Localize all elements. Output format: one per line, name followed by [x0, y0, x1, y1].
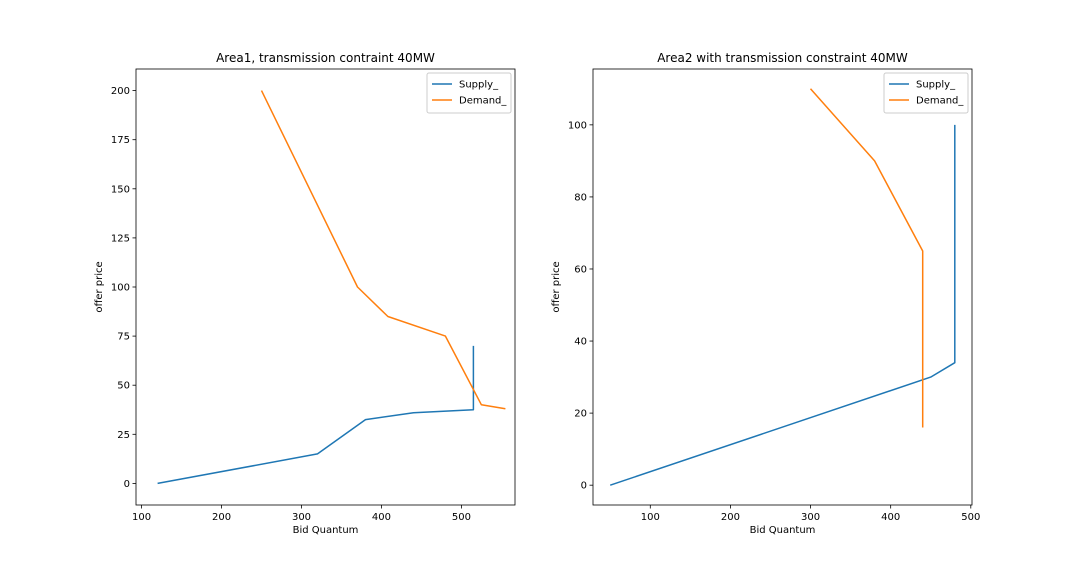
y-tick-label: 200 [111, 86, 130, 97]
x-tick-label: 400 [372, 512, 391, 523]
y-tick-label: 125 [111, 233, 130, 244]
series-line-supply [157, 345, 475, 485]
legend-box [426, 72, 512, 114]
x-tick-label: 300 [292, 512, 311, 523]
y-tick-label: 40 [574, 337, 587, 348]
x-tick-label: 500 [452, 512, 471, 523]
axes-frame [592, 68, 973, 506]
y-tick-label: 150 [111, 184, 130, 195]
legend-label: Demand_ [459, 96, 507, 107]
chart-title: Area2 with transmission constraint 40MW [657, 51, 908, 65]
x-axis-label: Bid Quantum [750, 525, 816, 536]
y-tick-label: 100 [568, 120, 587, 131]
y-tick-label: 0 [581, 481, 587, 492]
y-axis-label: offer price [94, 261, 105, 312]
x-tick-label: 500 [961, 512, 980, 523]
y-tick-label: 80 [574, 192, 587, 203]
legend-label: Demand_ [916, 96, 964, 107]
x-tick-label: 300 [801, 512, 820, 523]
x-axis-label: Bid Quantum [293, 525, 359, 536]
y-tick-label: 175 [111, 135, 130, 146]
legend: Supply_ Demand_ [426, 72, 512, 114]
x-tick-label: 100 [132, 512, 151, 523]
y-tick-label: 20 [574, 409, 587, 420]
x-tick-label: 400 [881, 512, 900, 523]
x-tick-label: 100 [641, 512, 660, 523]
chart-1: Area1, transmission contraint 40MW 100 200… [94, 51, 516, 536]
y-tick-label: 100 [111, 283, 130, 294]
y-tick-label: 0 [124, 479, 130, 490]
x-tick-label: 200 [721, 512, 740, 523]
chart-2: Area2 with transmission constraint 40MW 1… [551, 51, 980, 536]
series-line-demand [809, 88, 924, 428]
y-tick-label: 50 [117, 381, 130, 392]
legend-box [883, 72, 969, 114]
legend-label: Supply_ [916, 80, 956, 91]
y-tick-label: 75 [117, 332, 130, 343]
y-tick-label: 60 [574, 264, 587, 275]
x-tick-label: 200 [212, 512, 231, 523]
y-axis-label: offer price [551, 261, 562, 312]
series-line-demand [260, 90, 506, 410]
axes-frame [135, 68, 516, 506]
chart-title: Area1, transmission contraint 40MW [216, 51, 435, 65]
legend: Supply_ Demand_ [883, 72, 969, 114]
series-line-supply [609, 124, 956, 486]
legend-label: Supply_ [459, 80, 499, 91]
y-tick-label: 25 [117, 430, 130, 441]
